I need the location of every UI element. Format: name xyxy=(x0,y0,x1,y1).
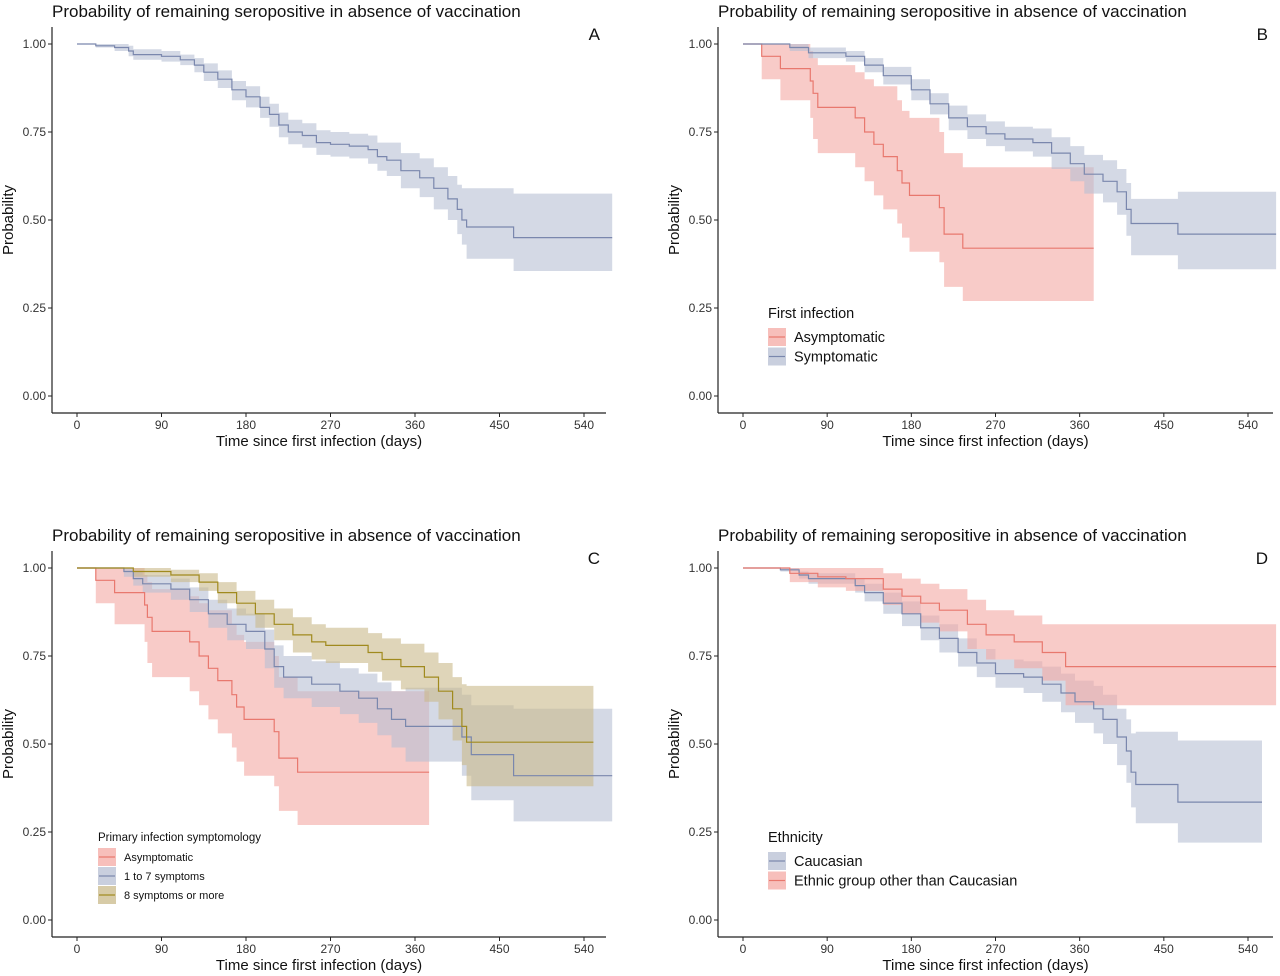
legend-label: 1 to 7 symptoms xyxy=(124,871,205,883)
x-tick-label: 270 xyxy=(985,418,1005,432)
x-tick-label: 360 xyxy=(1070,942,1090,956)
panel-a: 0 90 180 270 360 450 540 0.00 0.25 0.50 0.75 1.00 Pr… xyxy=(0,2,613,450)
legend: First infection Asymptomatic Symptomatic xyxy=(768,306,885,366)
x-tick-label: 0 xyxy=(740,942,747,956)
x-tick-label: 180 xyxy=(901,418,921,432)
chart-title: Probability of remaining seropositive in… xyxy=(52,2,521,21)
y-tick-label: 0.25 xyxy=(23,301,47,315)
y-axis-title: Probability xyxy=(0,708,17,779)
y-tick-label: 0.75 xyxy=(689,649,713,663)
panel-c: 0 90 180 270 360 450 540 0.00 0.25 0.50 0.75 1.00 Pr… xyxy=(0,526,613,974)
x-axis-title: Time since first infection (days) xyxy=(882,957,1088,974)
confidence-band-1 xyxy=(743,44,1277,270)
y-tick-label: 0.25 xyxy=(23,825,47,839)
x-axis-title: Time since first infection (days) xyxy=(216,957,422,974)
x-tick-label: 450 xyxy=(1154,942,1174,956)
x-tick-label: 450 xyxy=(1154,418,1174,432)
legend-title: Primary infection symptomology xyxy=(98,832,261,844)
legend: Ethnicity Caucasian Ethnic group other tha… xyxy=(768,830,1017,890)
y-tick-label: 0.50 xyxy=(23,213,47,227)
survival-curve-1 xyxy=(77,567,613,777)
x-tick-label: 0 xyxy=(74,942,81,956)
x-tick-label: 270 xyxy=(320,942,340,956)
y-tick-label: 0.25 xyxy=(689,301,713,315)
legend-label: Symptomatic xyxy=(794,350,878,366)
y-tick-label: 0.75 xyxy=(23,649,47,663)
y-tick-label: 0.25 xyxy=(689,825,713,839)
y-axis-title: Probability xyxy=(666,184,683,255)
confidence-band-0 xyxy=(743,44,1094,301)
y-tick-label: 1.00 xyxy=(689,561,713,575)
y-tick-label: 0.75 xyxy=(689,125,713,139)
x-tick-label: 90 xyxy=(820,418,834,432)
survival-curve-0 xyxy=(77,43,613,239)
confidence-band-0 xyxy=(743,568,1262,843)
y-tick-label: 0.00 xyxy=(23,913,47,927)
x-tick-label: 540 xyxy=(1238,418,1258,432)
y-tick-label: 1.00 xyxy=(23,37,47,51)
x-tick-label: 0 xyxy=(740,418,747,432)
x-tick-label: 450 xyxy=(489,418,509,432)
x-tick-label: 0 xyxy=(74,418,81,432)
y-tick-label: 0.00 xyxy=(689,389,713,403)
panel-d: 0 90 180 270 360 450 540 0.00 0.25 0.50 0.75 1.00 Pr… xyxy=(666,526,1277,974)
x-tick-label: 270 xyxy=(985,942,1005,956)
confidence-band-0 xyxy=(77,568,430,825)
x-axis-title: Time since first infection (days) xyxy=(216,433,422,450)
survival-curve-0 xyxy=(743,43,1094,249)
x-tick-label: 180 xyxy=(236,418,256,432)
chart-title: Probability of remaining seropositive in… xyxy=(718,526,1187,545)
y-tick-label: 0.00 xyxy=(689,913,713,927)
legend: Primary infection symptomology Asymptomat… xyxy=(98,832,261,904)
y-tick-label: 0.00 xyxy=(23,389,47,403)
x-tick-label: 540 xyxy=(574,942,594,956)
x-tick-label: 90 xyxy=(155,418,169,432)
chart-title: Probability of remaining seropositive in… xyxy=(52,526,521,545)
x-tick-label: 90 xyxy=(820,942,834,956)
y-tick-label: 0.50 xyxy=(689,737,713,751)
survival-curve-0 xyxy=(743,567,1262,803)
survival-curve-1 xyxy=(743,567,1277,668)
panel-letter: A xyxy=(589,25,601,44)
y-axis-title: Probability xyxy=(0,184,17,255)
panel-letter: B xyxy=(1257,25,1268,44)
legend-title: First infection xyxy=(768,306,854,322)
survival-curve-0 xyxy=(77,567,430,773)
confidence-band-0 xyxy=(77,44,613,271)
x-tick-label: 360 xyxy=(1070,418,1090,432)
y-tick-label: 0.75 xyxy=(23,125,47,139)
x-tick-label: 270 xyxy=(320,418,340,432)
confidence-band-1 xyxy=(743,568,1277,706)
x-tick-label: 360 xyxy=(405,418,425,432)
legend-label: Ethnic group other than Caucasian xyxy=(794,874,1017,890)
x-tick-label: 180 xyxy=(901,942,921,956)
panel-b: 0 90 180 270 360 450 540 0.00 0.25 0.50 0.75 1.00 Pr… xyxy=(666,2,1277,450)
x-tick-label: 450 xyxy=(489,942,509,956)
legend-label: Asymptomatic xyxy=(794,330,885,346)
y-tick-label: 0.50 xyxy=(23,737,47,751)
legend-title: Ethnicity xyxy=(768,830,824,846)
x-axis-title: Time since first infection (days) xyxy=(882,433,1088,450)
legend-label: 8 symptoms or more xyxy=(124,890,224,902)
chart-title: Probability of remaining seropositive in… xyxy=(718,2,1187,21)
y-axis-title: Probability xyxy=(666,708,683,779)
legend-label: Asymptomatic xyxy=(124,852,194,864)
x-tick-label: 540 xyxy=(1238,942,1258,956)
confidence-band-2 xyxy=(77,568,594,787)
y-tick-label: 1.00 xyxy=(23,561,47,575)
legend-label: Caucasian xyxy=(794,854,863,870)
x-tick-label: 180 xyxy=(236,942,256,956)
panel-letter: D xyxy=(1256,549,1268,568)
x-tick-label: 540 xyxy=(574,418,594,432)
survival-curve-1 xyxy=(743,43,1277,235)
y-tick-label: 1.00 xyxy=(689,37,713,51)
y-tick-label: 0.50 xyxy=(689,213,713,227)
x-tick-label: 360 xyxy=(405,942,425,956)
panel-letter: C xyxy=(588,549,600,568)
x-tick-label: 90 xyxy=(155,942,169,956)
survival-curve-2 xyxy=(77,567,594,743)
